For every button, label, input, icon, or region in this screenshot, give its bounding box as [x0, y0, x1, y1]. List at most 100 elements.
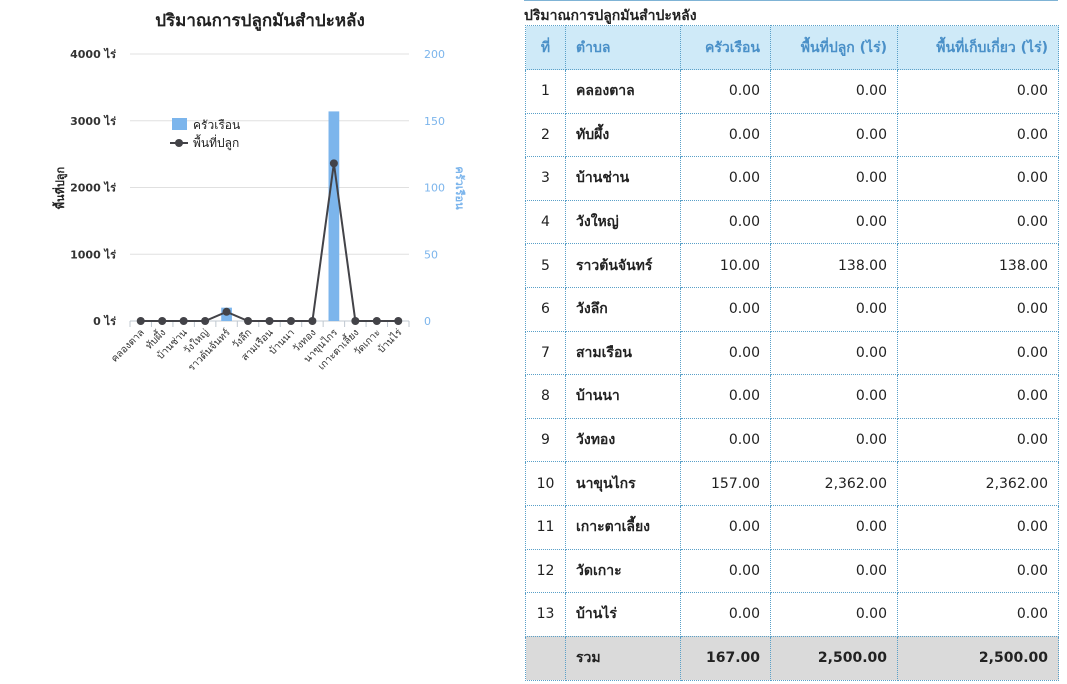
- legend-point-swatch: [175, 139, 183, 147]
- point-planted-area[interactable]: [222, 307, 231, 316]
- legend-bar-swatch: [172, 118, 187, 130]
- point-planted-area[interactable]: [308, 317, 317, 325]
- point-planted-area[interactable]: [372, 317, 381, 325]
- cell-planted-area: 0.00: [770, 374, 898, 419]
- y2-axis-tick-label: 100: [424, 182, 445, 195]
- table-row[interactable]: 5 ราวต้นจันทร์ 10.00 138.00 138.00: [525, 243, 1059, 288]
- total-label: รวม: [565, 635, 681, 681]
- cell-harvested-area: 0.00: [897, 286, 1059, 332]
- table-row[interactable]: 7 สามเรือน 0.00 0.00 0.00: [525, 330, 1059, 376]
- point-planted-area[interactable]: [179, 317, 188, 325]
- table-row[interactable]: 2 ทับผึ้ง 0.00 0.00 0.00: [525, 112, 1059, 158]
- cell-harvested-area: 0.00: [897, 548, 1059, 594]
- cell-subdistrict: นาขุนไกร: [565, 461, 681, 506]
- header-planted-area[interactable]: พื้นที่ปลูก (ไร่): [770, 25, 898, 70]
- cell-households: 0.00: [680, 286, 771, 332]
- cell-subdistrict: บ้านนา: [565, 374, 681, 419]
- cell-households: 0.00: [680, 156, 771, 201]
- table-row[interactable]: 11 เกาะตาเลี้ยง 0.00 0.00 0.00: [525, 504, 1059, 550]
- table-row[interactable]: 8 บ้านนา 0.00 0.00 0.00: [525, 374, 1059, 419]
- table-row[interactable]: 1 คลองตาล 0.00 0.00 0.00: [525, 69, 1059, 114]
- y-axis-tick-label: 0 ไร่: [93, 314, 116, 328]
- chart-title: ปริมาณการปลูกมันสำปะหลัง: [155, 11, 365, 32]
- cell-households: 0.00: [680, 548, 771, 594]
- cell-planted-area: 138.00: [770, 243, 898, 288]
- table-row[interactable]: 6 วังลึก 0.00 0.00 0.00: [525, 286, 1059, 332]
- cell-harvested-area: 0.00: [897, 156, 1059, 201]
- cell-households: 0.00: [680, 417, 771, 463]
- cell-households: 157.00: [680, 461, 771, 506]
- cell-harvested-area: 0.00: [897, 330, 1059, 376]
- point-planted-area[interactable]: [136, 317, 145, 325]
- table-row[interactable]: 13 บ้านไร่ 0.00 0.00 0.00: [525, 592, 1059, 637]
- cell-planted-area: 0.00: [770, 112, 898, 158]
- table-row[interactable]: 3 บ้านช่าน 0.00 0.00 0.00: [525, 156, 1059, 201]
- point-planted-area[interactable]: [286, 317, 295, 325]
- x-axis-category-label: คลองตาล: [109, 327, 146, 364]
- total-harvested-area: 2,500.00: [897, 635, 1059, 681]
- header-subdistrict[interactable]: ตำบล: [565, 25, 681, 70]
- y-axis-tick-label: 1000 ไร่: [70, 247, 116, 261]
- header-households[interactable]: ครัวเรือน: [680, 25, 771, 70]
- point-planted-area[interactable]: [265, 317, 274, 325]
- cell-planted-area: 0.00: [770, 504, 898, 550]
- cell-households: 0.00: [680, 374, 771, 419]
- header-no[interactable]: ที่: [525, 25, 566, 70]
- total-planted-area: 2,500.00: [770, 635, 898, 681]
- y-axis-tick-label: 4000 ไร่: [70, 47, 116, 61]
- table-caption: ปริมาณการปลูกมันสำปะหลัง: [524, 8, 697, 24]
- legend-label-planted-area[interactable]: พื้นที่ปลูก: [193, 134, 239, 151]
- cell-subdistrict: วังลึก: [565, 286, 681, 332]
- header-harvested-area[interactable]: พื้นที่เก็บเกี่ยว (ไร่): [897, 25, 1059, 70]
- cell-planted-area: 0.00: [770, 156, 898, 201]
- line-planted-area: [140, 163, 399, 322]
- cell-no: 12: [525, 548, 566, 594]
- chart-container: ปริมาณการปลูกมันสำปะหลัง 0 ไร่ 1000 ไร่ 200…: [0, 0, 520, 400]
- cell-planted-area: 0.00: [770, 286, 898, 332]
- table-row[interactable]: 4 วังใหญ่ 0.00 0.00 0.00: [525, 199, 1059, 245]
- y2-axis-tick-label: 50: [424, 248, 438, 261]
- table-row[interactable]: 12 วัดเกาะ 0.00 0.00 0.00: [525, 548, 1059, 594]
- cell-no: 3: [525, 156, 566, 201]
- point-planted-area[interactable]: [201, 317, 210, 325]
- cell-no: 1: [525, 69, 566, 114]
- cell-harvested-area: 0.00: [897, 112, 1059, 158]
- cell-planted-area: 0.00: [770, 592, 898, 637]
- cell-no: 11: [525, 504, 566, 550]
- y2-axis-tick-label: 200: [424, 48, 445, 61]
- cell-planted-area: 0.00: [770, 69, 898, 114]
- cell-households: 0.00: [680, 330, 771, 376]
- point-planted-area[interactable]: [244, 317, 253, 325]
- cell-harvested-area: 0.00: [897, 374, 1059, 419]
- bar-households[interactable]: [328, 111, 340, 321]
- combo-chart: ปริมาณการปลูกมันสำปะหลัง 0 ไร่ 1000 ไร่ 200…: [52, 11, 466, 374]
- cell-subdistrict: คลองตาล: [565, 69, 681, 114]
- cell-harvested-area: 0.00: [897, 417, 1059, 463]
- legend-label-households[interactable]: ครัวเรือน: [193, 118, 240, 132]
- total-row: รวม 167.00 2,500.00 2,500.00: [525, 635, 1059, 681]
- cell-planted-area: 0.00: [770, 330, 898, 376]
- cell-planted-area: 0.00: [770, 417, 898, 463]
- cell-subdistrict: ราวต้นจันทร์: [565, 243, 681, 288]
- y-axis-tick-label: 3000 ไร่: [70, 114, 116, 128]
- x-axis-category-label: บ้านไร่: [375, 326, 405, 356]
- cell-harvested-area: 0.00: [897, 69, 1059, 114]
- cell-no: 2: [525, 112, 566, 158]
- top-divider: [524, 0, 1058, 1]
- cell-no: 4: [525, 199, 566, 245]
- cell-no: 8: [525, 374, 566, 419]
- table-row[interactable]: 9 วังทอง 0.00 0.00 0.00: [525, 417, 1059, 463]
- y2-axis-title: ครัวเรือน: [453, 166, 466, 210]
- data-table: ที่ ตำบล ครัวเรือน พื้นที่ปลูก (ไร่) พื้…: [525, 25, 1059, 681]
- cell-no: 5: [525, 243, 566, 288]
- cell-planted-area: 0.00: [770, 199, 898, 245]
- cell-no: 7: [525, 330, 566, 376]
- point-planted-area[interactable]: [351, 317, 360, 325]
- cell-no: 9: [525, 417, 566, 463]
- y2-axis-tick-label: 150: [424, 115, 445, 128]
- point-planted-area[interactable]: [329, 159, 338, 168]
- point-planted-area[interactable]: [394, 317, 403, 325]
- table-row[interactable]: 10 นาขุนไกร 157.00 2,362.00 2,362.00: [525, 461, 1059, 506]
- point-planted-area[interactable]: [158, 317, 167, 325]
- cell-planted-area: 2,362.00: [770, 461, 898, 506]
